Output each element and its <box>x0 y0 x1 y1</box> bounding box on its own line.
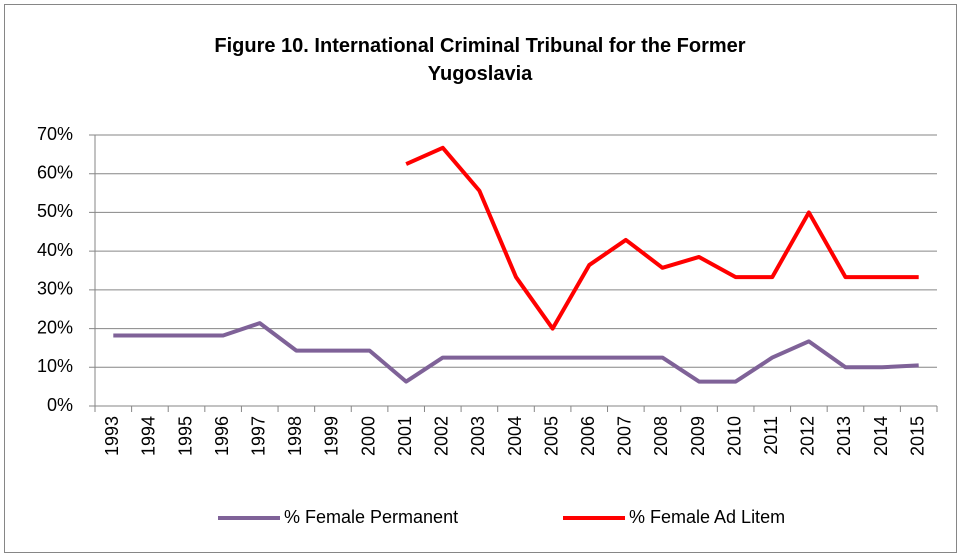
y-tick-label: 40% <box>37 240 73 260</box>
chart-title: Figure 10. International Criminal Tribun… <box>214 35 746 85</box>
x-tick-label: 2003 <box>468 416 488 456</box>
x-tick-label: 2000 <box>358 416 378 456</box>
x-tick-label: 1996 <box>212 416 232 456</box>
x-tick-label: 2005 <box>541 416 561 456</box>
x-tick-label: 1995 <box>175 416 195 456</box>
x-tick-label: 2011 <box>761 416 781 455</box>
y-tick-label: 20% <box>37 317 73 337</box>
y-tick-label: 60% <box>37 162 73 182</box>
chart-border <box>4 4 957 553</box>
x-tick-label: 1998 <box>285 416 305 456</box>
x-tick-label: 2015 <box>907 416 927 456</box>
y-tick-label: 30% <box>37 279 73 299</box>
x-tick-label: 2004 <box>505 416 525 456</box>
x-tick-label: 1997 <box>248 416 268 456</box>
legend-label: % Female Ad Litem <box>629 507 785 527</box>
x-tick-label: 2008 <box>651 416 671 456</box>
x-tick-label: 1993 <box>102 416 122 456</box>
x-tick-label: 2013 <box>834 416 854 456</box>
series-line <box>113 321 919 384</box>
x-tick-label: 1999 <box>322 416 342 456</box>
x-tick-label: 2001 <box>395 416 415 456</box>
x-tick-label: 2007 <box>615 416 635 456</box>
y-tick-label: 70% <box>37 124 73 144</box>
x-tick-label: 1994 <box>139 416 159 456</box>
x-tick-label: 2002 <box>432 416 452 456</box>
series-line <box>405 145 919 331</box>
x-tick-label: 2014 <box>871 416 891 456</box>
y-tick-label: 50% <box>37 201 73 221</box>
y-tick-label: 10% <box>37 356 73 376</box>
legend-label: % Female Permanent <box>284 507 458 527</box>
x-tick-label: 2012 <box>798 416 818 456</box>
x-tick-label: 2006 <box>578 416 598 456</box>
x-tick-label: 2010 <box>724 416 744 456</box>
x-tick-label: 2009 <box>688 416 708 456</box>
y-tick-label: 0% <box>47 395 73 415</box>
